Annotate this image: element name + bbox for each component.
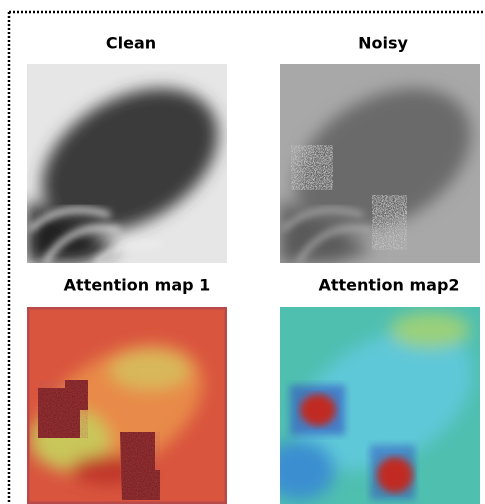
clean-image bbox=[17, 59, 244, 263]
heat-region bbox=[390, 312, 470, 348]
noise-patch bbox=[291, 145, 333, 190]
panel-title: Noisy bbox=[358, 34, 408, 53]
heat-region bbox=[110, 350, 190, 390]
noise-response bbox=[377, 457, 413, 493]
noisy-image bbox=[270, 59, 485, 263]
panel-title: Attention map 1 bbox=[64, 276, 211, 295]
noise-patch bbox=[372, 195, 407, 250]
speckle bbox=[120, 432, 160, 500]
body: Clean Noisy Attention map 1 Attention ma… bbox=[0, 0, 485, 504]
noise-response bbox=[300, 394, 336, 426]
attention-map-2 bbox=[265, 301, 485, 504]
panel-title: Clean bbox=[106, 34, 156, 53]
speckle bbox=[38, 380, 88, 438]
figure: Clean Noisy Attention map 1 Attention ma… bbox=[0, 0, 485, 504]
attention-map-1 bbox=[15, 307, 227, 504]
heat-region bbox=[265, 440, 335, 500]
page: {"panels": [{"title": "Clean"}, {"title"… bbox=[0, 0, 485, 504]
panel-title: Attention map2 bbox=[318, 276, 459, 295]
